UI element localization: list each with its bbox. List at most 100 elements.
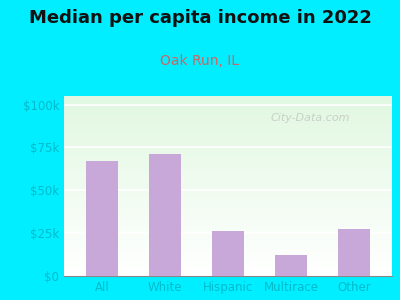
Bar	[64, 150, 392, 151]
Bar	[64, 107, 392, 108]
Bar	[64, 103, 392, 104]
Bar	[64, 271, 392, 272]
Bar	[64, 261, 392, 262]
Bar	[64, 167, 392, 168]
Bar	[64, 177, 392, 178]
Bar	[64, 156, 392, 157]
Bar	[64, 251, 392, 252]
Bar	[64, 145, 392, 146]
Bar	[64, 210, 392, 211]
Bar	[64, 178, 392, 179]
Bar	[64, 194, 392, 195]
Bar	[64, 160, 392, 161]
Bar	[64, 252, 392, 253]
Bar	[64, 203, 392, 204]
Bar	[64, 140, 392, 141]
Bar	[64, 275, 392, 276]
Bar	[64, 154, 392, 155]
Bar	[64, 185, 392, 186]
Bar	[64, 202, 392, 203]
Bar	[64, 111, 392, 112]
Bar	[64, 163, 392, 164]
Bar	[64, 229, 392, 230]
Text: Median per capita income in 2022: Median per capita income in 2022	[28, 9, 372, 27]
Bar	[64, 115, 392, 116]
Bar	[64, 244, 392, 245]
Bar	[64, 186, 392, 187]
Bar	[64, 201, 392, 202]
Bar	[64, 175, 392, 176]
Bar	[64, 269, 392, 270]
Bar	[64, 96, 392, 97]
Bar	[64, 219, 392, 220]
Bar	[338, 229, 370, 276]
Bar	[64, 223, 392, 224]
Bar	[64, 118, 392, 119]
Bar	[64, 164, 392, 165]
Bar	[64, 237, 392, 238]
Bar	[149, 154, 181, 276]
Bar	[64, 265, 392, 266]
Bar	[64, 126, 392, 127]
Bar	[86, 161, 118, 276]
Bar	[64, 100, 392, 101]
Bar	[64, 199, 392, 200]
Bar	[64, 205, 392, 206]
Bar	[64, 216, 392, 217]
Bar	[64, 253, 392, 254]
Bar	[64, 101, 392, 102]
Bar	[64, 108, 392, 109]
Bar	[64, 130, 392, 131]
Bar	[64, 184, 392, 185]
Bar	[64, 137, 392, 138]
Bar	[64, 98, 392, 99]
Bar	[64, 138, 392, 139]
Bar	[64, 247, 392, 248]
Bar	[64, 228, 392, 229]
Bar	[64, 171, 392, 172]
Bar	[64, 234, 392, 235]
Bar	[64, 120, 392, 121]
Bar	[64, 99, 392, 100]
Bar	[64, 153, 392, 154]
Bar	[64, 188, 392, 189]
Bar	[64, 127, 392, 128]
Bar	[64, 136, 392, 137]
Bar	[64, 193, 392, 194]
Bar	[64, 165, 392, 166]
Bar	[64, 169, 392, 170]
Bar	[64, 148, 392, 149]
Bar	[64, 235, 392, 236]
Bar	[64, 225, 392, 226]
Bar	[64, 238, 392, 239]
Bar	[212, 231, 244, 276]
Bar	[64, 263, 392, 264]
Bar	[64, 270, 392, 271]
Bar	[64, 157, 392, 158]
Bar	[64, 242, 392, 243]
Bar	[64, 162, 392, 163]
Bar	[64, 264, 392, 265]
Bar	[64, 143, 392, 144]
Bar	[64, 267, 392, 268]
Bar	[64, 222, 392, 223]
Bar	[64, 273, 392, 274]
Bar	[64, 183, 392, 184]
Bar	[64, 230, 392, 231]
Bar	[64, 254, 392, 255]
Bar	[64, 190, 392, 191]
Bar	[64, 224, 392, 225]
Text: City-Data.com: City-Data.com	[270, 112, 350, 123]
Bar	[64, 118, 392, 119]
Bar	[64, 250, 392, 251]
Bar	[64, 213, 392, 214]
Bar	[64, 243, 392, 244]
Bar	[64, 214, 392, 215]
Bar	[64, 168, 392, 169]
Bar	[64, 128, 392, 129]
Bar	[64, 245, 392, 246]
Bar	[64, 212, 392, 213]
Bar	[64, 123, 392, 124]
Bar	[64, 215, 392, 216]
Bar	[64, 170, 392, 171]
